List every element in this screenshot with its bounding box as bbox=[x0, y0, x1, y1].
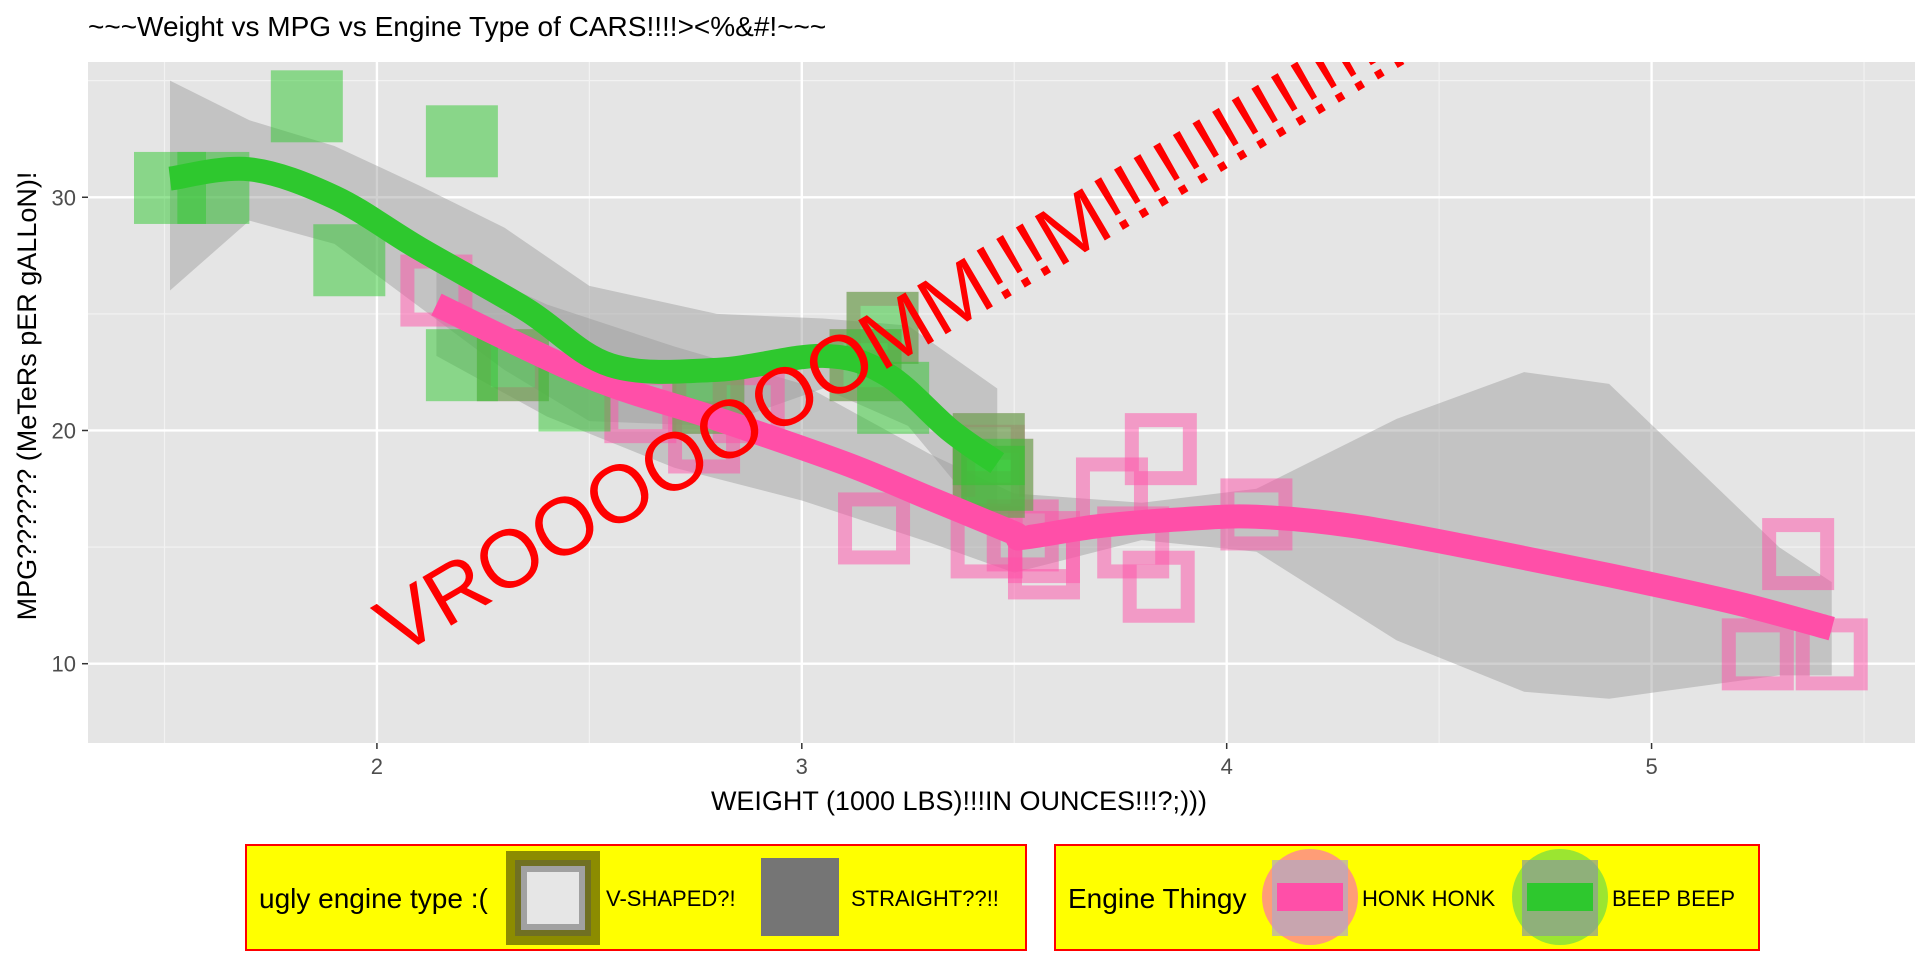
chart-title: ~~~Weight vs MPG vs Engine Type of CARS!… bbox=[88, 11, 826, 42]
shape-legend: ugly engine type :( V-SHAPED?! STRAIGHT?… bbox=[245, 844, 1027, 951]
confidence-ribbon-1 bbox=[436, 253, 1832, 699]
honk-key-line bbox=[1277, 883, 1343, 911]
shape-legend-box bbox=[245, 844, 1027, 951]
y-tick-label: 30 bbox=[52, 185, 76, 210]
y-tick-label: 10 bbox=[52, 652, 76, 677]
data-point bbox=[838, 492, 911, 565]
data-point bbox=[313, 224, 386, 297]
smooth-line-2 bbox=[168, 156, 1005, 474]
confidence-ribbon-2 bbox=[170, 80, 998, 534]
beep-key-line bbox=[1527, 883, 1593, 911]
x-tick-label: 4 bbox=[1221, 754, 1233, 779]
y-tick-label: 20 bbox=[52, 418, 76, 443]
shape-legend-label-2: STRAIGHT??!! bbox=[851, 886, 999, 911]
color-legend: Engine Thingy HONK HONK BEEP BEEP bbox=[1054, 844, 1760, 951]
x-tick-label: 2 bbox=[371, 754, 383, 779]
x-tick-label: 5 bbox=[1645, 754, 1657, 779]
data-point bbox=[1122, 550, 1195, 623]
y-axis-title: MPG?????? (MeTeRs pER gALLoN)! bbox=[12, 172, 42, 621]
data-point bbox=[425, 105, 498, 178]
hollow-square-key bbox=[515, 860, 591, 936]
color-legend-label-2: BEEP BEEP bbox=[1612, 886, 1735, 911]
shape-legend-title: ugly engine type :( bbox=[259, 883, 488, 914]
x-axis-title: WEIGHT (1000 LBS)!!!IN OUNCES!!!?;))) bbox=[711, 786, 1207, 816]
data-point bbox=[270, 70, 343, 143]
x-tick-label: 3 bbox=[796, 754, 808, 779]
color-legend-title: Engine Thingy bbox=[1068, 883, 1247, 914]
y-axis: 10 20 30 bbox=[52, 185, 88, 677]
shape-legend-label-1: V-SHAPED?! bbox=[606, 886, 736, 911]
smooth-line-1 bbox=[431, 293, 1835, 641]
color-legend-box bbox=[1054, 844, 1760, 951]
plot-area: VROOOOOOOMM!!!M!!!!!!!!!!!!!!! bbox=[88, 62, 1915, 743]
data-point bbox=[1721, 618, 1794, 691]
color-legend-label-1: HONK HONK bbox=[1362, 886, 1496, 911]
data-point bbox=[1124, 413, 1197, 486]
filled-square-key bbox=[761, 858, 839, 936]
data-point bbox=[1762, 518, 1835, 591]
plot-background bbox=[88, 62, 1915, 743]
x-axis: 2 3 4 5 bbox=[371, 743, 1658, 779]
